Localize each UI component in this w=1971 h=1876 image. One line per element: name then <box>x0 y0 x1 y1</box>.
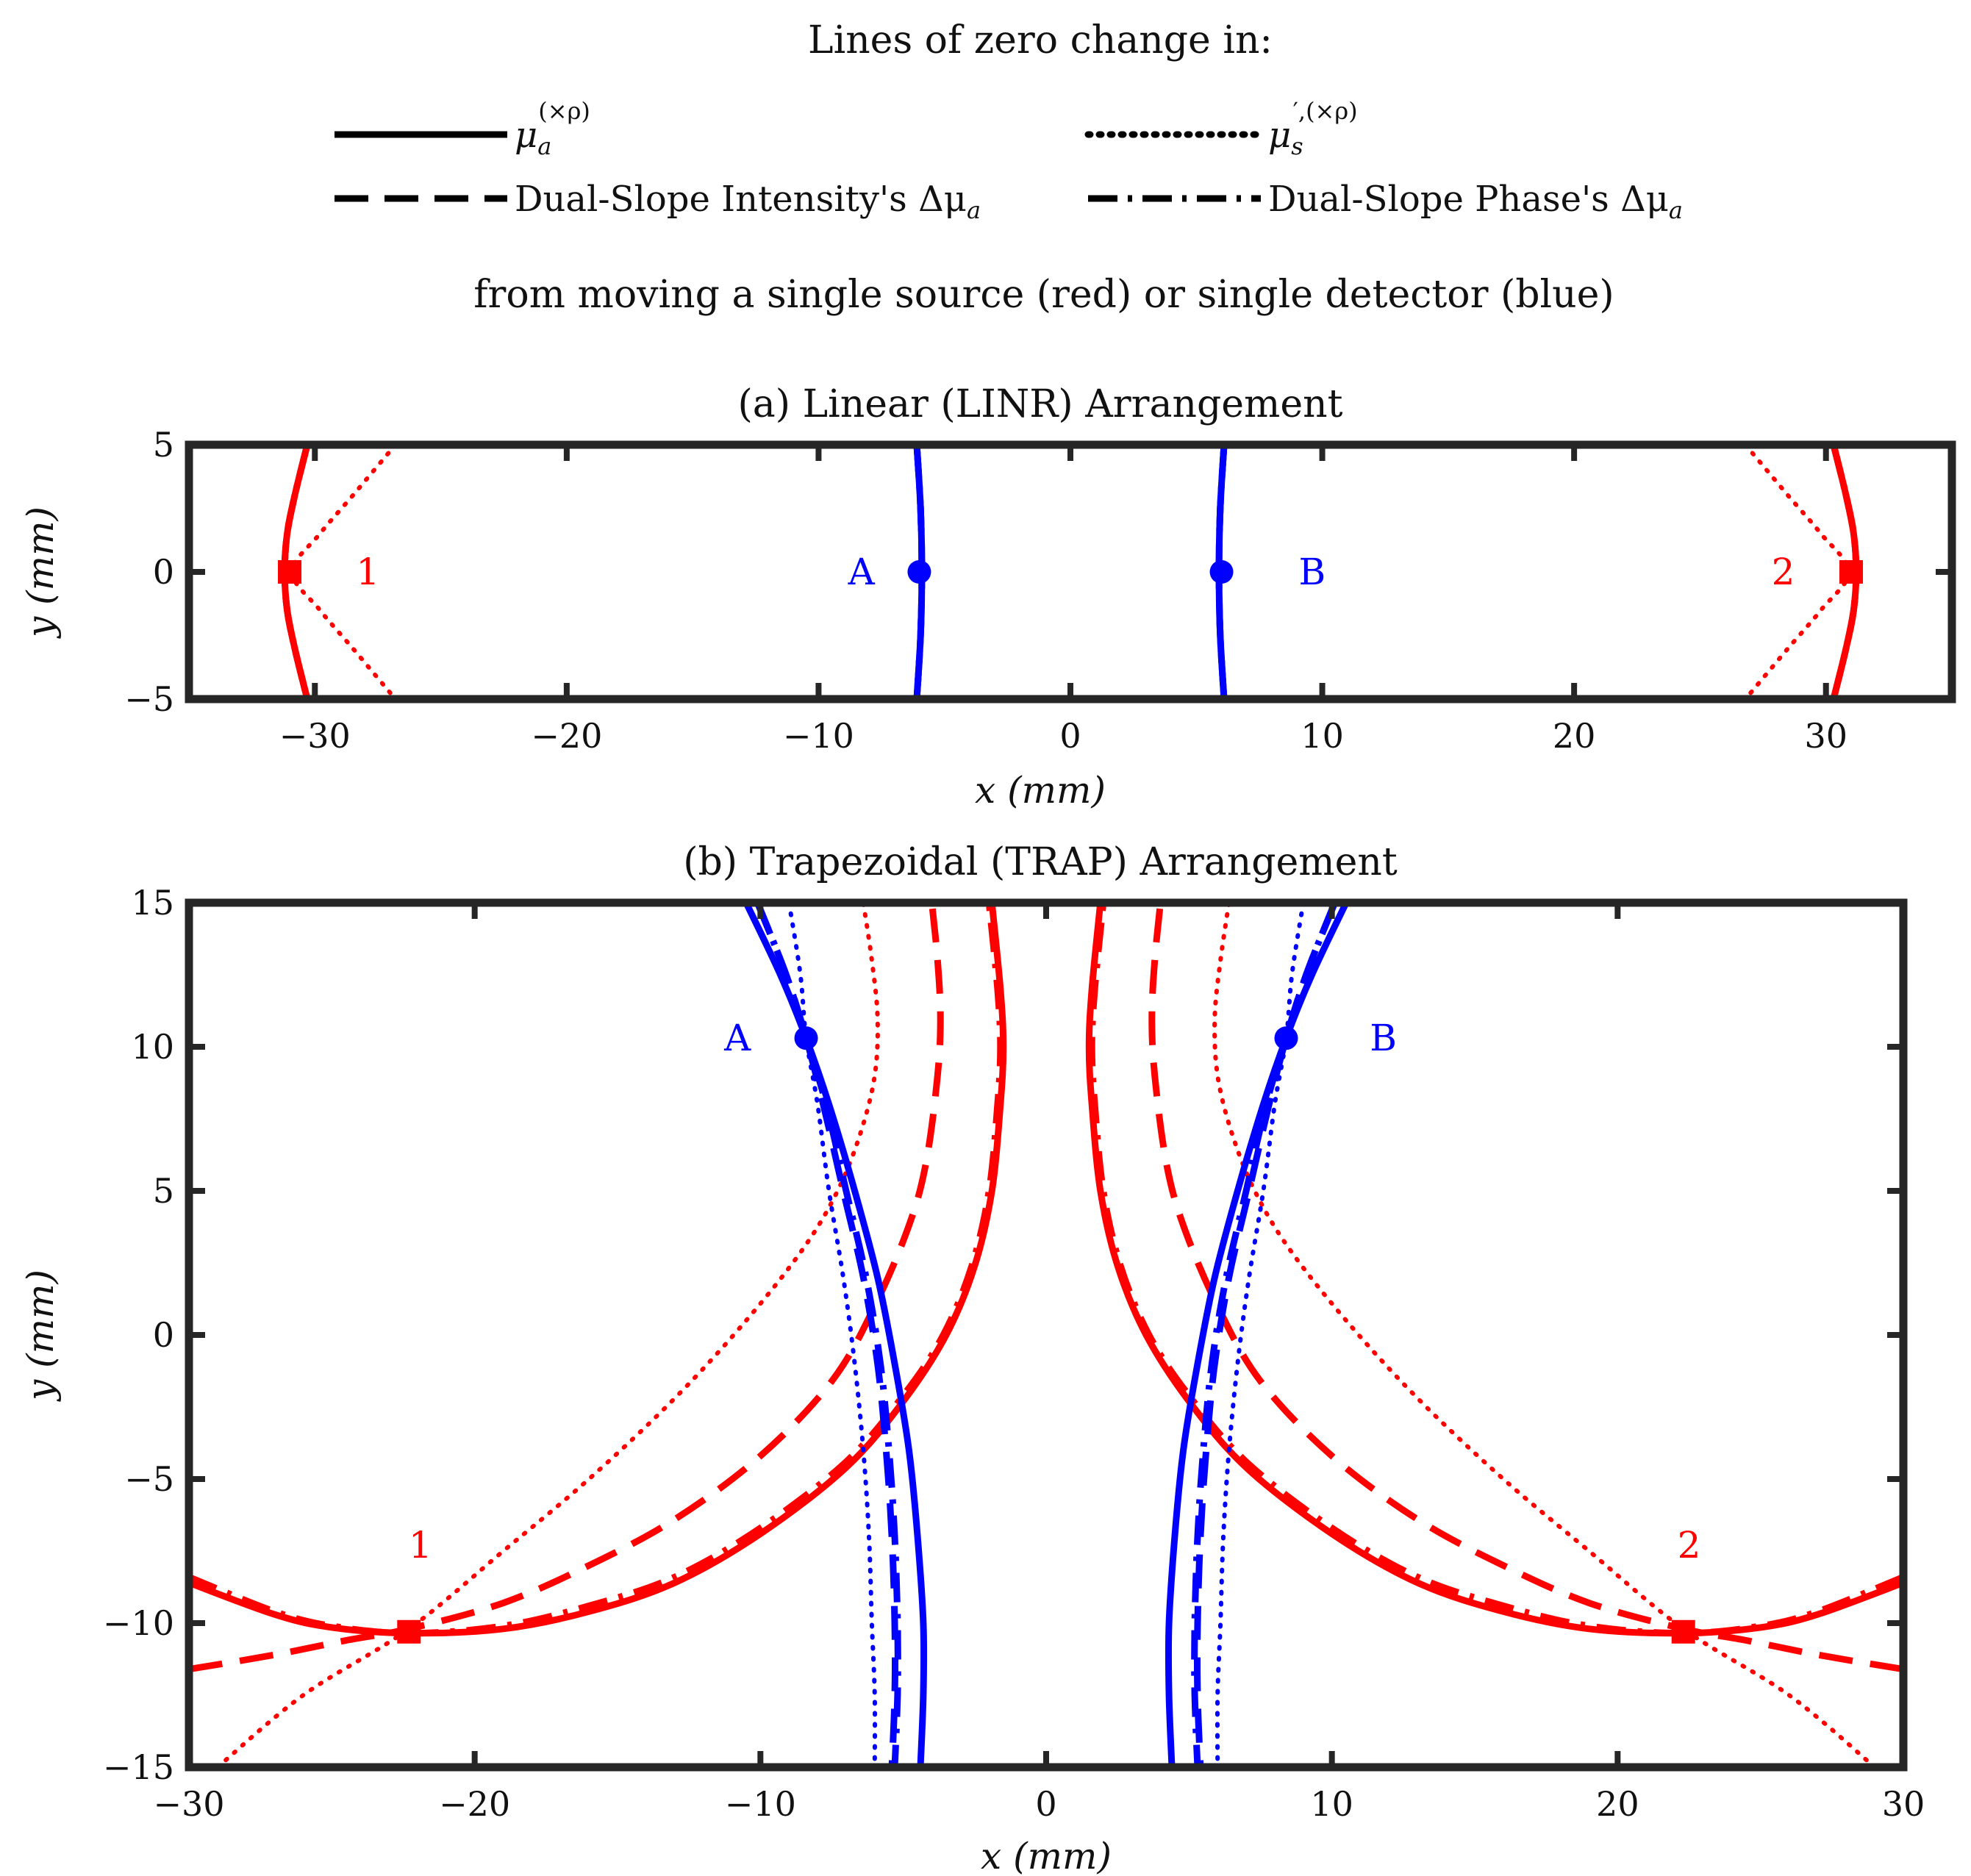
panel-a-xlabel: x (mm) <box>975 769 1106 812</box>
panel-b-series-14-ds-intensity-a-detector-b <box>1193 903 1338 1767</box>
panel-b-detector-a-label: A <box>723 1017 751 1059</box>
panel-b-axes-box <box>185 898 1908 1772</box>
panel-a-xtick-label-6: 30 <box>1804 716 1847 756</box>
panel-a-xtick-label-5: 20 <box>1553 716 1596 756</box>
panel-b-source-2-label: 2 <box>1678 1524 1701 1567</box>
legend-mua-label: μa (×ρ) <box>515 97 590 160</box>
panel-a-xtick-label-3: 0 <box>1059 716 1081 756</box>
panel-a-title: (a) Linear (LINR) Arrangement <box>737 382 1342 426</box>
legend-mua-sub: a <box>537 132 551 160</box>
legend-musp-base: μ <box>1268 115 1291 156</box>
legend-musp-label: μs ′,(×ρ) <box>1268 97 1358 160</box>
panel-a-series <box>281 445 1860 699</box>
panel-a-axes-box <box>185 440 1956 704</box>
panel-b-detector-a-marker <box>794 1026 818 1050</box>
panel-b-xtick-label-1: −20 <box>439 1784 510 1824</box>
panel-a-detector-b-label: B <box>1298 551 1326 593</box>
panel-a-detector-a-label: A <box>848 551 876 593</box>
panel-b-series-0-a-source-1 <box>189 903 1007 1637</box>
legend-ds-phase-sub: a <box>1669 196 1683 224</box>
panel-b-xtick-label-6: 30 <box>1882 1784 1925 1824</box>
panel-a-xtick-label-0: −30 <box>279 716 351 756</box>
panel-a-markers: 1 2 A B <box>278 551 1863 593</box>
panel-b-ytick-label-1: −10 <box>103 1603 174 1643</box>
panel-b-detector-b-label: B <box>1370 1017 1397 1059</box>
legend-ds-intensity-text: Dual-Slope Intensity's Δμ <box>515 179 967 220</box>
panel-a-series-3-s-source-1 <box>290 445 398 699</box>
legend-mua-sup: (×ρ) <box>538 97 590 125</box>
panel-a-source-2-label: 2 <box>1772 551 1795 593</box>
panel-b-ytick-label-6: 15 <box>131 883 174 923</box>
panel-a-xtick-label-4: 10 <box>1301 716 1344 756</box>
figure-subtitle: from moving a single source (red) or sin… <box>473 273 1614 317</box>
panel-a-ylabel: y (mm) <box>19 506 62 639</box>
panel-b-xlabel: x (mm) <box>981 1835 1112 1876</box>
panel-b-series-10-ds-intensity-a-detector-a <box>754 903 899 1767</box>
panel-b-xtick-label-5: 20 <box>1596 1784 1639 1824</box>
panel-b-trapezoidal: (b) Trapezoidal (TRAP) Arrangement 1 2A B … <box>19 840 1925 1876</box>
panel-a-ytick-label-2: 5 <box>153 425 174 465</box>
panel-b-title: (b) Trapezoidal (TRAP) Arrangement <box>683 840 1398 884</box>
panel-a-detector-b-marker <box>1209 560 1234 584</box>
panel-b-ytick-label-4: 5 <box>153 1171 174 1211</box>
legend-ds-intensity-label: Dual-Slope Intensity's Δμa <box>515 179 981 224</box>
panel-b-source-1-label: 1 <box>409 1524 432 1567</box>
panel-b-series-7-s-source-2 <box>1212 903 1878 1767</box>
panel-b-xtick-label-4: 10 <box>1310 1784 1353 1824</box>
panel-b-series-4-a-source-2 <box>1085 903 1903 1637</box>
panel-a-xtick-label-1: −20 <box>531 716 602 756</box>
panel-a-xtick-label-2: −10 <box>783 716 854 756</box>
panel-b-series <box>189 903 1903 1767</box>
panel-a-source-1-label: 1 <box>356 551 379 593</box>
panel-a-source-2-marker <box>1839 560 1863 584</box>
panel-b-series-13-ds-phase-a-detector-b <box>1191 903 1338 1767</box>
panel-b-xtick-label-3: 0 <box>1035 1784 1056 1824</box>
panel-b-source-1-marker <box>397 1619 421 1644</box>
panel-a-series-11-s-detector-a <box>915 445 924 699</box>
legend-ds-intensity-sub: a <box>967 196 981 224</box>
legend-ds-phase-label: Dual-Slope Phase's Δμa <box>1268 179 1683 224</box>
panel-b-series-2-ds-intensity-a-source-1 <box>189 903 944 1673</box>
panel-a-linear: (a) Linear (LINR) Arrangement 1 2 A B −30 −2… <box>19 382 1956 812</box>
panel-b-ytick-label-2: −5 <box>124 1459 174 1499</box>
figure-title: Lines of zero change in: <box>808 18 1273 62</box>
panel-b-ytick-label-5: 10 <box>131 1027 174 1067</box>
panel-b-detector-b-marker <box>1274 1026 1298 1050</box>
panel-b-ylabel: y (mm) <box>19 1270 62 1402</box>
legend-ds-phase-text: Dual-Slope Phase's Δμ <box>1268 179 1669 220</box>
panel-b-series-3-s-source-1 <box>215 903 880 1767</box>
panel-b-series-5-ds-phase-a-source-2 <box>1088 903 1903 1637</box>
panel-b-ytick-label-3: 0 <box>153 1315 174 1355</box>
legend: μa(×ρ) μs′,(×ρ) Dual-Slope Intensity's Δ… <box>335 97 1683 224</box>
panel-b-series-6-ds-intensity-a-source-2 <box>1148 903 1903 1673</box>
panel-a-ticks: −30 −20 −10 0 10 20 30 −5 0 5 <box>124 425 1952 756</box>
panel-a-series-15-s-detector-b <box>1217 445 1226 699</box>
panel-a-detector-a-marker <box>907 560 931 584</box>
legend-musp-sup: ′,(×ρ) <box>1293 97 1358 125</box>
panel-b-source-2-marker <box>1671 1619 1695 1644</box>
panel-b-markers: 1 2 A B <box>397 1017 1700 1644</box>
panel-b-series-15-s-detector-b <box>1215 903 1306 1767</box>
panel-b-ytick-label-0: −15 <box>103 1747 174 1787</box>
panel-b-series-11-s-detector-a <box>787 903 878 1767</box>
panel-b-xtick-label-2: −10 <box>725 1784 796 1824</box>
legend-mua-base: μ <box>515 115 537 156</box>
panel-a-ytick-label-0: −5 <box>124 679 174 719</box>
panel-b-series-1-ds-phase-a-source-1 <box>189 903 1004 1637</box>
panel-a-ytick-label-1: 0 <box>153 552 174 592</box>
panel-a-series-7-s-source-2 <box>1743 445 1851 699</box>
panel-b-xtick-label-0: −30 <box>153 1784 224 1824</box>
panel-a-source-1-marker <box>278 560 302 584</box>
panel-b-series-9-ds-phase-a-detector-a <box>754 903 901 1767</box>
panel-b-ticks: −30 −20 −10 0 10 20 30 −15 −10 −5 0 5 10 15 <box>103 883 1925 1824</box>
legend-musp-sub: s <box>1291 132 1303 160</box>
